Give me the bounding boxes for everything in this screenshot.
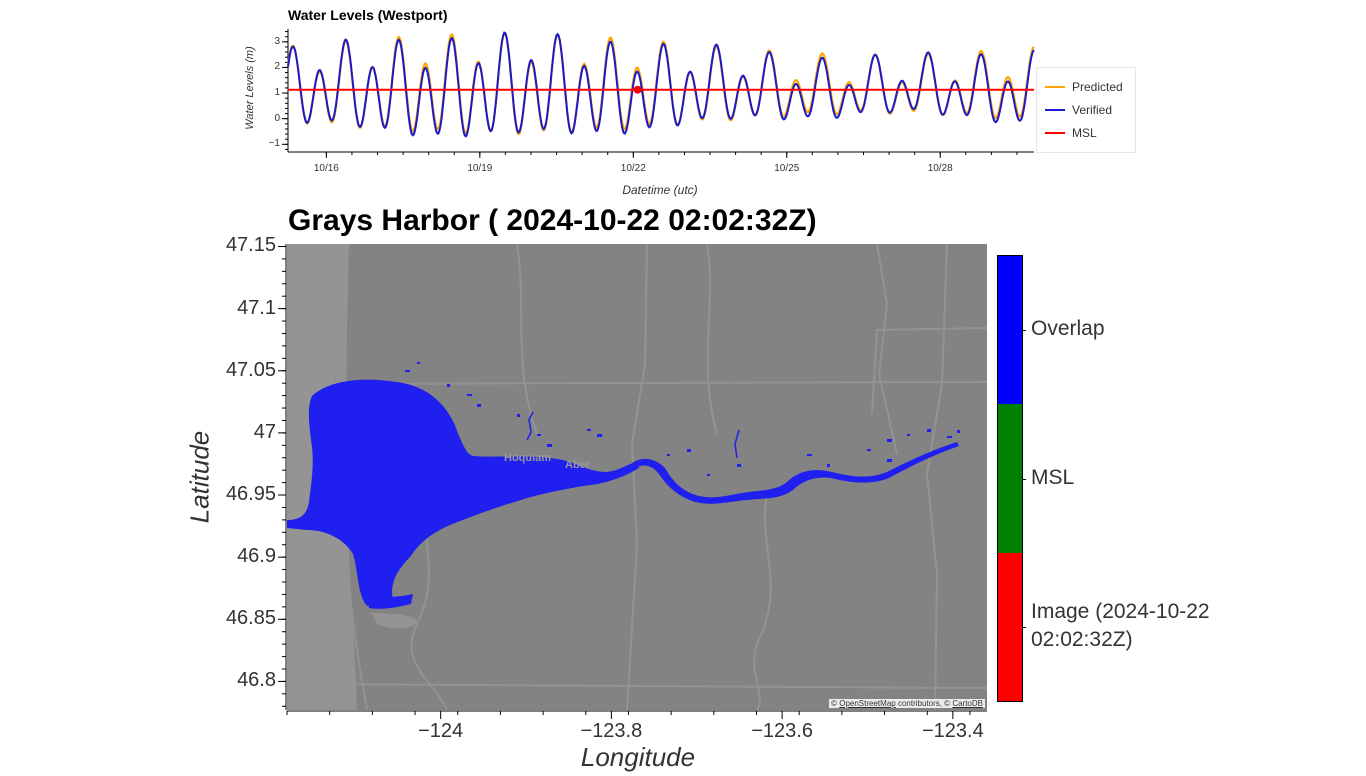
water-speck (807, 454, 812, 456)
bay-flat (371, 612, 419, 629)
tide-x-tick-label: 10/16 (313, 163, 339, 174)
tide-x-tick-label: 10/28 (927, 163, 953, 174)
map-x-tick-label: −124 (418, 720, 464, 742)
water-speck (477, 404, 481, 407)
map-road (871, 327, 987, 415)
map-canvas (287, 244, 987, 710)
tide-y-tick-label: 1 (274, 87, 280, 99)
map-road (706, 244, 718, 435)
legend-swatch-verified (1045, 109, 1065, 111)
map-attribution: © OpenStreetMap contributors, © CartoDB (829, 699, 985, 708)
water-speck (517, 414, 520, 417)
map-x-tick-label: −123.6 (751, 720, 813, 742)
tide-x-tick-label: 10/19 (467, 163, 493, 174)
water-speck (537, 434, 541, 436)
water-speck (957, 430, 960, 433)
water-speck (927, 429, 931, 432)
legend-item-verified[interactable]: Verified (1045, 102, 1112, 118)
water-speck (947, 436, 952, 438)
water-speck (547, 444, 552, 447)
tide-y-tick-label: 3 (274, 35, 280, 47)
legend-swatch-msl (1045, 132, 1065, 134)
legend-item-msl[interactable]: MSL (1045, 125, 1097, 141)
tide-x-axis-label: Datetime (utc) (622, 183, 698, 197)
colorbar-tick (1022, 330, 1026, 332)
colorbar-tick (1022, 478, 1026, 480)
water-speck (867, 449, 871, 451)
legend-item-predicted[interactable]: Predicted (1045, 79, 1123, 95)
map-y-tick-label: 46.8 (237, 669, 276, 692)
current-time-marker (633, 85, 642, 94)
creek-water (734, 429, 740, 459)
grays-harbor-water (287, 379, 639, 606)
map-y-tick-label: 46.9 (237, 545, 276, 568)
tide-y-tick-label: 2 (274, 61, 280, 73)
water-speck (467, 394, 472, 396)
water-speck (887, 459, 892, 462)
map-y-tick-label: 47.15 (225, 234, 276, 257)
place-label-aber: Aber (565, 459, 591, 471)
map-y-tick-label: 46.85 (225, 607, 276, 630)
legend-swatch-predicted (1045, 86, 1065, 88)
map-road (876, 244, 898, 455)
map-x-tick-label: −123.8 (580, 720, 643, 742)
attribution-middle: contributors, © (895, 699, 953, 708)
water-speck (417, 362, 420, 364)
attribution-prefix: © (831, 699, 840, 708)
place-label-hoquiam: Hoquiam (504, 452, 552, 464)
map-y-tick-label: 46.95 (225, 483, 276, 506)
map-road (626, 244, 648, 710)
creek-water (526, 411, 534, 441)
map-plot-area[interactable]: Hoquiam Aber © OpenStreetMap contributor… (287, 244, 987, 710)
water-speck (687, 449, 691, 452)
legend-label-predicted: Predicted (1072, 80, 1123, 94)
map-title: Grays Harbor ( 2024-10-22 02:02:32Z) (288, 204, 817, 237)
tide-legend: Predicted Verified MSL (1036, 67, 1136, 153)
map-x-axis-label: Longitude (580, 742, 696, 772)
tide-y-tick-label: −1 (268, 138, 280, 150)
colorbar-label: Image (2024-10-22 02:02:32Z) (1031, 599, 1210, 651)
legend-label-msl: MSL (1072, 126, 1097, 140)
tide-x-tick-label: 10/22 (620, 163, 646, 174)
openstreetmap-link[interactable]: OpenStreetMap (839, 699, 896, 708)
map-y-tick-label: 47.05 (225, 358, 276, 381)
water-speck (667, 454, 670, 456)
water-speck (587, 429, 591, 431)
colorbar-label: Overlap (1031, 317, 1105, 341)
legend-label-verified: Verified (1072, 103, 1113, 117)
tide-chart (282, 29, 1035, 158)
map-road (753, 493, 772, 710)
water-speck (927, 454, 931, 456)
series-line-verified (287, 31, 1035, 138)
chehalis-river-water (632, 442, 959, 504)
water-speck (597, 434, 602, 437)
map-road (925, 244, 948, 710)
tide-chart-title: Water Levels (Westport) (288, 7, 448, 23)
water-speck (827, 464, 830, 467)
water-speck (447, 384, 450, 387)
cartodb-link[interactable]: CartoDB (952, 699, 983, 708)
map-road (516, 244, 538, 435)
map-y-axis-label: Latitude (184, 430, 215, 524)
colorbar-segment (998, 404, 1022, 553)
tide-y-tick-label: 0 (274, 112, 280, 124)
map-y-tick-label: 47 (253, 420, 276, 443)
colorbar (997, 255, 1023, 702)
water-speck (737, 464, 741, 467)
colorbar-segment (998, 256, 1022, 405)
colorbar-label: MSL (1031, 465, 1075, 489)
water-speck (887, 439, 892, 442)
colorbar-segment (998, 552, 1022, 701)
colorbar-tick (1022, 626, 1026, 628)
map-x-tick-label: −123.4 (921, 720, 984, 742)
south-bay-water (367, 594, 413, 609)
water-speck (707, 474, 710, 476)
water-speck (405, 370, 410, 372)
water-speck (907, 434, 910, 436)
map-road (287, 683, 987, 689)
tide-x-tick-label: 10/25 (774, 163, 800, 174)
map-y-tick-label: 47.1 (237, 296, 276, 319)
